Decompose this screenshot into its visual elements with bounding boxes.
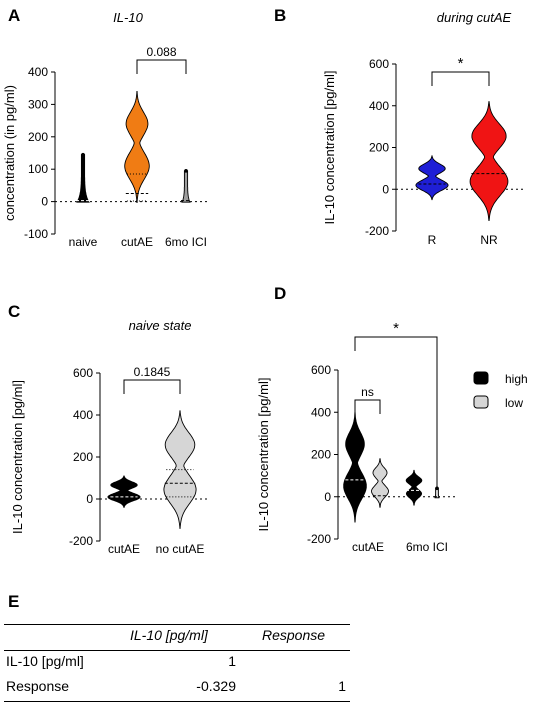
chart-b-y-tick-label: -200: [365, 224, 389, 238]
chart-d-violin-high-6mo-ici: [405, 469, 423, 506]
chart-a-significance-bracket: [136, 59, 187, 74]
panel-label-c: C: [8, 302, 21, 321]
chart-c-y-tick-label: 600: [73, 366, 93, 380]
chart-d-significance-label: ns: [361, 385, 374, 399]
chart-c-significance-bracket: [123, 379, 181, 394]
chart-a-y-tick-label: 300: [28, 97, 48, 111]
correlation-table: IL-10 [pg/ml] Response IL-10 [pg/ml] 1 R…: [4, 624, 350, 702]
chart-d-y-axis-label: IL-10 concentration [pg/ml]: [256, 378, 271, 532]
chart-d-significance-bracket: [354, 399, 381, 414]
chart-d-y-tick-label: 600: [311, 363, 331, 377]
legend-label-low: low: [505, 396, 523, 410]
table-top-rule: [4, 624, 350, 625]
chart-a-violin-6mo-ici-max-point: [184, 169, 188, 173]
chart-d-y-tick-label: 0: [324, 490, 331, 504]
panel-label-e: E: [8, 592, 20, 611]
chart-c-y-axis-label: IL-10 concentration [pg/ml]: [10, 380, 25, 534]
chart-a-significance-label: 0.088: [146, 45, 176, 59]
chart-c-y-tick-label: 400: [73, 408, 93, 422]
chart-c-y-tick-label: -200: [69, 534, 93, 548]
chart-c-x-tick-label-cutae: cutAE: [108, 542, 140, 556]
chart-d-violin-low-6mo-ici-max-point: [435, 486, 439, 491]
table-cell: 1: [338, 678, 346, 694]
chart-c-violin-no-cutae: [163, 410, 197, 529]
chart-a-violin-naive-max-point: [81, 152, 85, 157]
chart-c-y-tick-label: 0: [86, 492, 93, 506]
table-header-rule: [4, 650, 350, 651]
table-header-response: Response: [262, 627, 326, 643]
chart-a-violin-naive: [76, 154, 90, 203]
chart-d-violin-high-cutae: [343, 411, 367, 523]
chart-d-significance-bracket: [354, 336, 438, 487]
chart-d-y-tick-label: 400: [311, 405, 331, 419]
chart-c-violin-cutae: [107, 475, 141, 508]
panel-label-a: A: [8, 6, 21, 25]
chart-a-violin-6mo-ici: [181, 170, 191, 203]
chart-b-violin-nr: [469, 101, 509, 222]
legend-label-high: high: [505, 372, 528, 386]
chart-a-title: IL-10: [113, 10, 143, 25]
chart-d-x-tick-label-cutae: cutAE: [352, 540, 384, 554]
chart-d-y-tick-label: -200: [307, 532, 331, 546]
chart-b-y-tick-label: 200: [369, 141, 389, 155]
chart-b-title: during cutAE: [437, 10, 512, 25]
chart-a-y-tick-label: -100: [24, 227, 48, 241]
chart-b-y-tick-label: 400: [369, 99, 389, 113]
chart-b-x-tick-label-nr: NR: [480, 233, 498, 247]
table-row: IL-10 [pg/ml] 1: [4, 651, 350, 676]
chart-a-y-tick-label: 400: [28, 65, 48, 79]
chart-a-x-tick-label-6mo-ici: 6mo ICI: [165, 235, 207, 249]
chart-b-violin-r: [415, 155, 449, 201]
chart-c-y-tick-label: 200: [73, 450, 93, 464]
chart-a-y-tick-label: 200: [28, 130, 48, 144]
chart-c-x-tick-label-no-cutae: no cutAE: [156, 542, 205, 556]
chart-d-violin-low-6mo-ici: [434, 487, 440, 499]
table-row: Response -0.329 1: [4, 676, 350, 701]
violin-charts: IL-10 concentration (in pg/ml) -100 0 100 200…: [2, 10, 528, 556]
chart-b-y-axis-label: IL-10 concentration [pg/ml]: [322, 71, 337, 225]
chart-a-y-tick-label: 100: [28, 162, 48, 176]
table-cell: 1: [228, 653, 236, 669]
table-header-row: IL-10 [pg/ml] Response: [4, 625, 350, 650]
chart-b-y-tick-label: 600: [369, 57, 389, 71]
chart-a-y-tick-label: 0: [41, 195, 48, 209]
table-row-label: IL-10 [pg/ml]: [6, 653, 84, 669]
chart-b-y-tick-label: 0: [382, 182, 389, 196]
chart-d-significance-label: *: [393, 320, 399, 337]
table-row-label: Response: [6, 678, 70, 694]
chart-d-x-tick-label-6mo-ici: 6mo ICI: [406, 540, 448, 554]
chart-b-significance-label: *: [458, 55, 464, 72]
table-header-il10: IL-10 [pg/ml]: [130, 627, 208, 643]
panel-label-b: B: [274, 6, 287, 25]
chart-c-title: naive state: [129, 318, 192, 333]
legend-swatch-low: [473, 395, 489, 409]
chart-a-violin-cutae: [124, 90, 150, 204]
chart-d-violin-low-cutae: [371, 458, 389, 508]
chart-d-y-tick-label: 200: [311, 448, 331, 462]
chart-b-x-tick-label-r: R: [428, 233, 437, 247]
chart-a-y-axis-label: concentration (in pg/ml): [2, 85, 17, 221]
chart-a-x-tick-label-cutae: cutAE: [121, 235, 153, 249]
chart-c-significance-label: 0.1845: [134, 365, 171, 379]
panel-label-d: D: [274, 284, 287, 303]
chart-b-significance-bracket: [431, 71, 490, 86]
table-cell: -0.329: [196, 678, 236, 694]
chart-a-x-tick-label-naive: naive: [69, 235, 98, 249]
legend-swatch-high: [473, 371, 489, 385]
